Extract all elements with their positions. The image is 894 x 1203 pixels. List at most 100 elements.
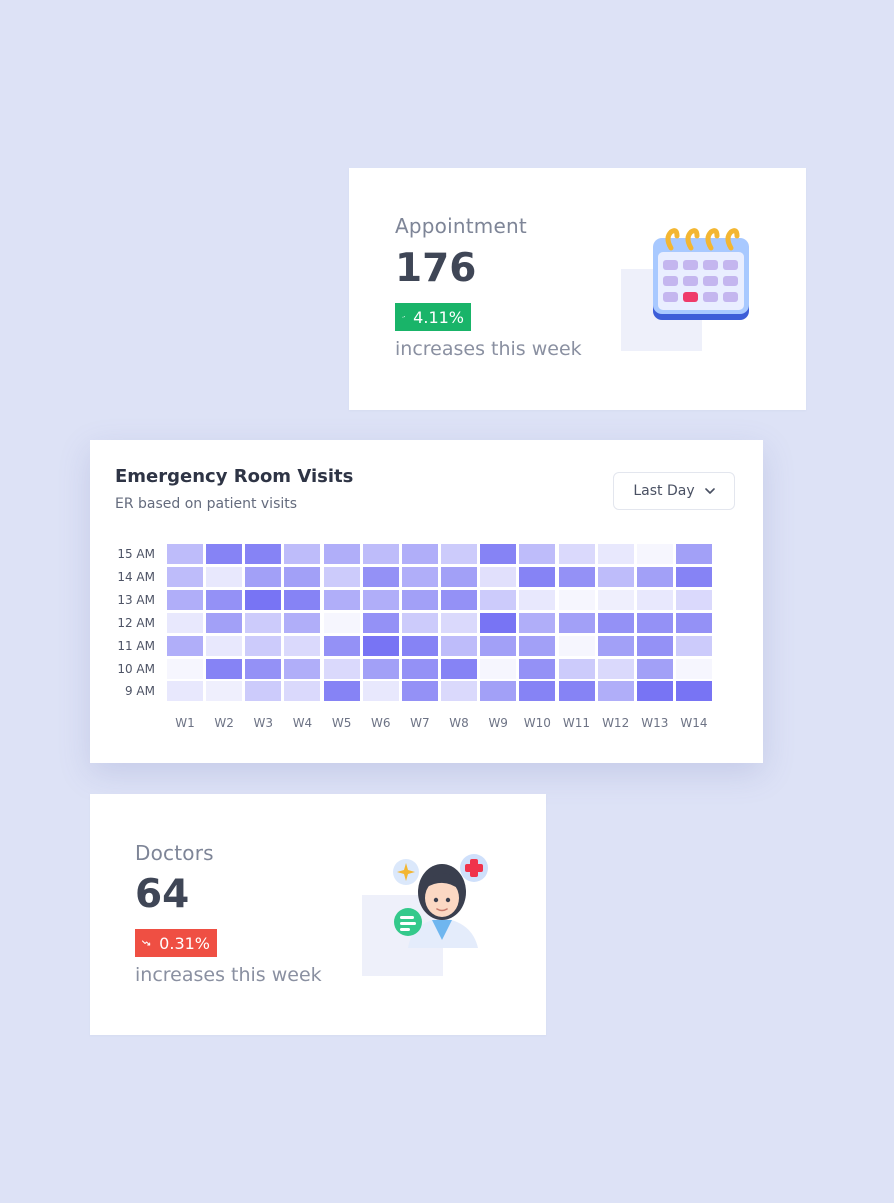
heatmap-cell [401, 589, 438, 610]
heatmap-cell [245, 612, 282, 633]
doctors-note: increases this week [135, 964, 322, 986]
heatmap-column-label: W6 [371, 716, 391, 730]
heatmap-cell [519, 612, 556, 633]
doctors-label: Doctors [135, 841, 214, 865]
heatmap-cell [323, 612, 360, 633]
heatmap-column-label: W9 [488, 716, 508, 730]
heatmap-cell [441, 566, 478, 587]
heatmap-cell [362, 589, 399, 610]
heatmap-cell [167, 544, 203, 564]
heatmap-cell [636, 681, 673, 702]
heatmap-cell [206, 658, 243, 679]
heatmap-cell [636, 589, 673, 610]
heatmap-row-label: 12 AM [117, 615, 155, 630]
doctors-change-badge: 0.31% [135, 929, 217, 957]
heatmap-cell [401, 681, 438, 702]
heatmap-cell [636, 658, 673, 679]
heatmap-cell [519, 566, 556, 587]
heatmap-cell [597, 589, 634, 610]
heatmap-cell [401, 612, 438, 633]
heatmap-cell [675, 544, 712, 564]
heatmap-cell [167, 566, 203, 587]
heatmap-cell [675, 658, 712, 679]
heatmap-cell [441, 658, 478, 679]
heatmap-cell [519, 635, 556, 656]
heatmap-cell [284, 658, 321, 679]
trend-up-icon [402, 316, 405, 318]
heatmap-cell [675, 635, 712, 656]
heatmap-cell [597, 681, 634, 702]
heatmap-cell [206, 566, 243, 587]
heatmap-cell [480, 544, 517, 564]
heatmap-cell [675, 612, 712, 633]
appointment-change-text: 4.11% [413, 307, 464, 327]
heatmap-cell [401, 658, 438, 679]
heatmap-cell [441, 544, 478, 564]
appointment-value: 176 [395, 246, 477, 291]
heatmap-cell [558, 566, 595, 587]
doctors-value: 64 [135, 872, 190, 917]
heatmap-cell [519, 589, 556, 610]
heatmap-cell [362, 612, 399, 633]
heatmap-cell [284, 589, 321, 610]
doctors-card: Doctors 64 0.31% increases this week [90, 794, 546, 1035]
heatmap-cell [323, 635, 360, 656]
heatmap-cell [245, 681, 282, 702]
er-heatmap: 15 AM 14 AM 13 AM 12 AM 11 AM 10 AM 9 AM W1 W2 W3… [90, 440, 763, 763]
heatmap-cell [558, 681, 595, 702]
heatmap-cell [675, 681, 712, 702]
heatmap-cell [167, 589, 203, 610]
heatmap-cell [401, 544, 438, 564]
heatmap-cell [519, 658, 556, 679]
appointment-card: Appointment 176 4.11% increases this wee… [349, 168, 806, 410]
heatmap-cell [480, 566, 517, 587]
heatmap-cell [597, 566, 634, 587]
heatmap-cell [636, 635, 673, 656]
heatmap-cell [675, 566, 712, 587]
heatmap-cell [323, 681, 360, 702]
heatmap-cell [167, 681, 203, 702]
heatmap-cell [401, 635, 438, 656]
heatmap-cell [636, 612, 673, 633]
heatmap-cell [597, 635, 634, 656]
heatmap-cell [323, 566, 360, 587]
heatmap-cell [480, 658, 517, 679]
heatmap-cell [206, 681, 243, 702]
heatmap-cell [597, 658, 634, 679]
heatmap-cell [441, 612, 478, 633]
heatmap-column-label: W11 [562, 716, 591, 730]
heatmap-cell [362, 658, 399, 679]
heatmap-column-label: W14 [680, 716, 708, 730]
heatmap-cell [441, 589, 478, 610]
heatmap-column-label: W12 [602, 716, 630, 730]
doctors-change-text: 0.31% [159, 933, 210, 953]
heatmap-cell [362, 635, 399, 656]
heatmap-column-label: W10 [523, 716, 551, 730]
heatmap-cell [206, 589, 243, 610]
period-dropdown[interactable]: Last Day [613, 472, 735, 510]
appointment-note: increases this week [395, 338, 582, 360]
heatmap-cell [245, 566, 282, 587]
heatmap-cell [636, 544, 673, 564]
er-visits-card: Emergency Room Visits ER based on patien… [90, 440, 763, 763]
er-card-subtitle: ER based on patient visits [115, 496, 298, 512]
heatmap-cell [597, 612, 634, 633]
heatmap-cell [441, 681, 478, 702]
heatmap-row-label: 11 AM [117, 638, 155, 653]
trend-down-icon [142, 940, 151, 946]
heatmap-row-label: 9 AM [124, 684, 155, 699]
heatmap-cell [558, 544, 595, 564]
heatmap-cell [245, 544, 282, 564]
heatmap-cell [323, 589, 360, 610]
heatmap-cell [206, 544, 243, 564]
heatmap-cell [597, 544, 634, 564]
heatmap-cell [323, 544, 360, 564]
heatmap-cell [558, 635, 595, 656]
heatmap-cell [480, 589, 517, 610]
heatmap-cell [362, 544, 399, 564]
heatmap-row-label: 13 AM [117, 592, 155, 607]
heatmap-column-label: W7 [410, 716, 430, 730]
heatmap-row-label: 10 AM [117, 661, 155, 676]
heatmap-cell [167, 612, 203, 633]
heatmap-cell [245, 658, 282, 679]
